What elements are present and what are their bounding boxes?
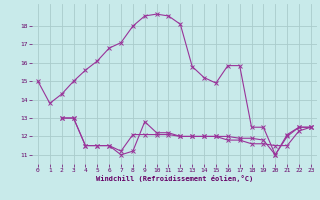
X-axis label: Windchill (Refroidissement éolien,°C): Windchill (Refroidissement éolien,°C)	[96, 175, 253, 182]
